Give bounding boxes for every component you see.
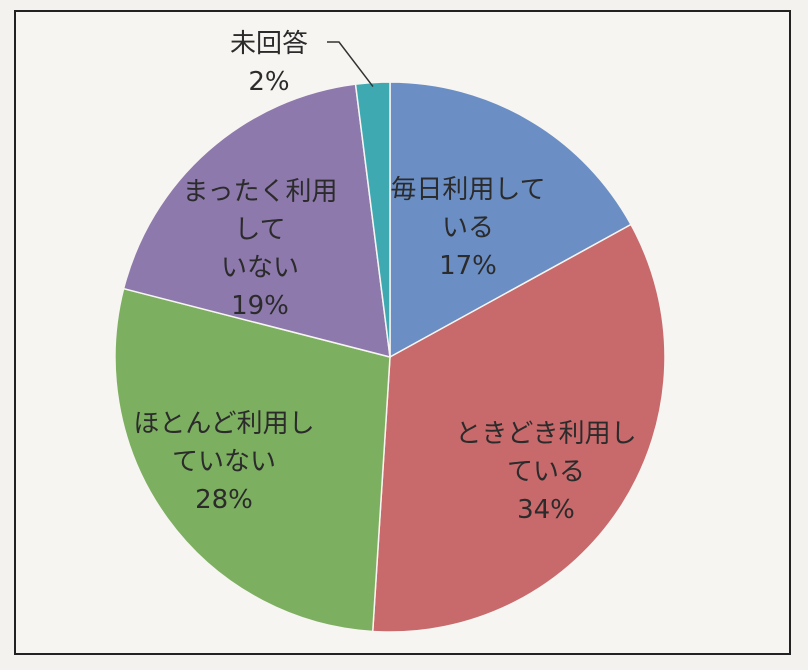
slice-category-label: して [234,215,285,245]
leader-line [327,41,374,87]
pie-slice-1 [389,81,633,359]
chart-frame: 毎日利用して いる 17% ときどき利用し ている 34% ほとんど利用し ていない 28% まっ… [14,10,791,655]
slice-category-label: ときどき利用し [455,419,636,449]
pie-slice-4 [122,83,391,359]
slice-value-label: 34% [517,495,575,525]
slice-value-label: 28% [195,485,253,515]
pie-slice-5 [354,81,391,358]
slice-category-label: 未回答 [230,29,308,59]
slice-value-label: 2% [248,67,289,97]
slice-value-label: 17% [439,251,497,281]
slice-value-label: 19% [231,291,289,321]
slice-category-label: まったく利用 [183,177,338,207]
slice-category-label: いない [221,253,299,283]
pie-slices [114,81,666,633]
slice-category-label: ている [507,457,585,487]
slice-category-label: ていない [172,447,276,477]
slice-category-label: ほとんど利用し [133,409,314,439]
pie-slice-2 [371,223,666,633]
pie-slice-3 [114,287,391,633]
slice-category-label: いる [442,213,494,243]
slice-category-label: 毎日利用して [390,175,545,205]
